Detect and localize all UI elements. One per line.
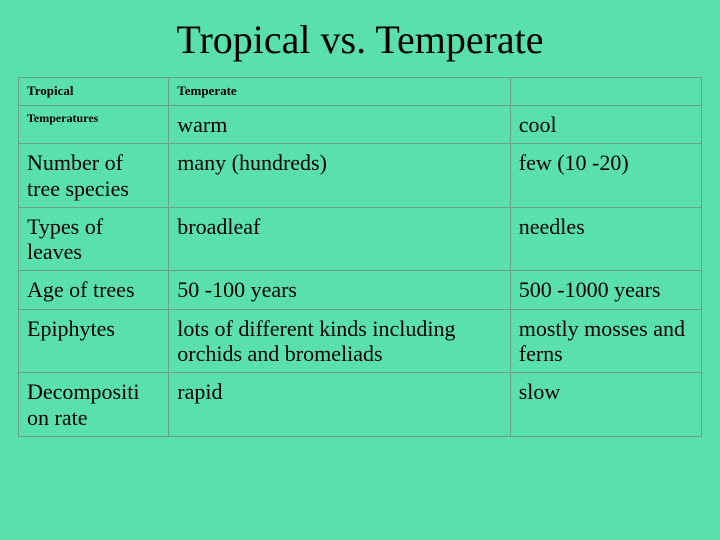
cell-tropical: broadleaf [169,207,511,271]
cell-tropical: rapid [169,373,511,437]
slide: Tropical vs. Temperate Tropical Temperat… [0,0,720,540]
table-row: Number of tree species many (hundreds) f… [19,144,702,208]
header-empty [510,78,701,106]
cell-temperate: mostly mosses and ferns [510,309,701,373]
cell-temperate: few (10 -20) [510,144,701,208]
cell-tropical: 50 -100 years [169,271,511,309]
row-label: Decompositi on rate [19,373,169,437]
slide-title: Tropical vs. Temperate [18,16,702,63]
table-row: Decompositi on rate rapid slow [19,373,702,437]
table-row: Types of leaves broadleaf needles [19,207,702,271]
cell-tropical: lots of different kinds including orchid… [169,309,511,373]
header-tropical: Tropical [19,78,169,106]
comparison-table: Tropical Temperate Temperatures warm coo… [18,77,702,437]
cell-temperate: 500 -1000 years [510,271,701,309]
row-label: Age of trees [19,271,169,309]
table-row: Temperatures warm cool [19,105,702,143]
row-label: Temperatures [19,105,169,143]
table-row: Epiphytes lots of different kinds includ… [19,309,702,373]
cell-temperate: slow [510,373,701,437]
cell-tropical: warm [169,105,511,143]
cell-temperate: cool [510,105,701,143]
row-label: Number of tree species [19,144,169,208]
cell-tropical: many (hundreds) [169,144,511,208]
row-label: Types of leaves [19,207,169,271]
cell-temperate: needles [510,207,701,271]
table-row: Age of trees 50 -100 years 500 -1000 yea… [19,271,702,309]
row-label: Epiphytes [19,309,169,373]
header-temperate: Temperate [169,78,511,106]
table-header-row: Tropical Temperate [19,78,702,106]
